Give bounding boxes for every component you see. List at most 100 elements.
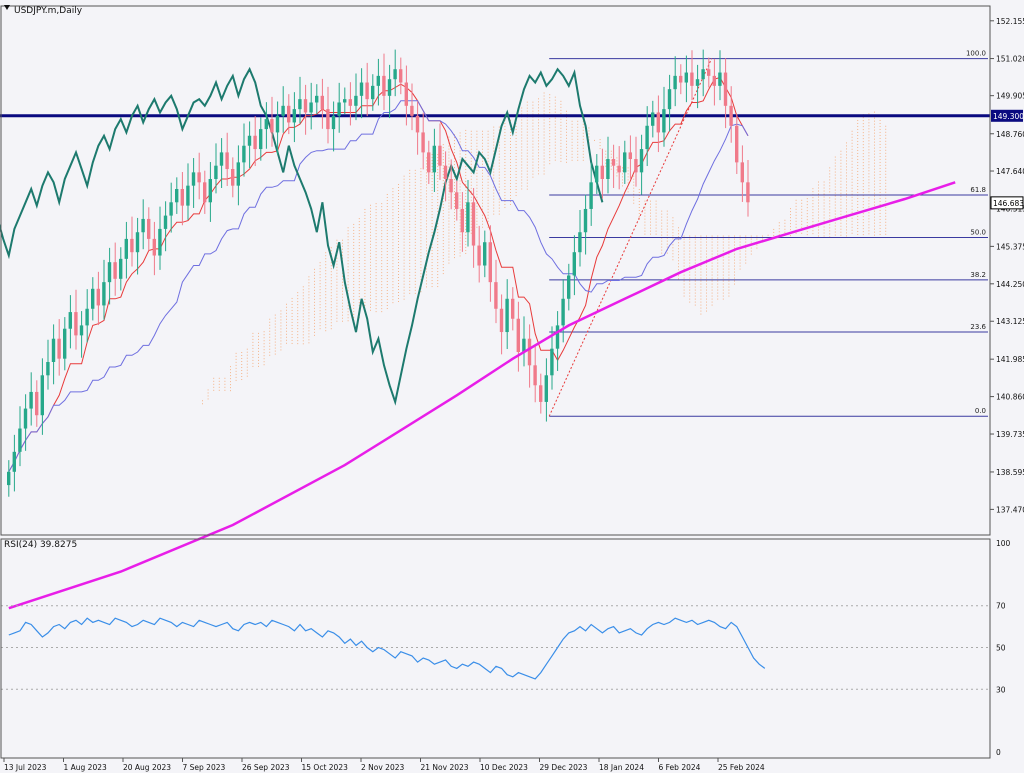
candle-body [382,75,386,96]
cloud-dot [694,253,696,255]
cloud-dot [442,204,444,206]
cloud-dot [868,113,870,115]
cloud-dot [325,306,327,308]
cloud-dot [694,274,696,276]
cloud-dot [398,249,399,251]
cloud-dot [767,234,769,236]
cloud-dot [829,227,831,229]
cloud-dot [420,228,422,230]
cloud-dot [510,170,511,172]
cloud-dot [470,172,472,174]
cloud-dot [655,206,657,208]
cloud-dot [442,213,444,215]
cloud-dot [638,206,640,208]
candle-body [275,115,280,133]
cloud-dot [482,142,483,144]
candle-body [723,72,728,106]
cloud-dot [655,230,657,232]
cloud-dot [834,231,836,233]
cloud-dot [420,177,422,179]
cloud-dot [510,167,511,169]
cloud-dot [325,324,327,326]
cloud-dot [874,165,875,167]
cloud-dot [694,292,696,294]
cloud-dot [493,192,495,194]
cloud-dot [487,199,489,201]
cloud-dot [470,151,472,153]
cloud-dot [470,199,472,201]
cloud-dot [252,335,254,337]
cloud-dot [834,201,836,203]
cloud-dot [442,144,444,146]
cloud-dot [252,341,254,343]
cloud-dot [638,197,640,199]
cloud-dot [773,234,775,236]
cloud-dot [515,155,517,157]
cloud-dot [392,254,394,256]
cloud-dot [308,300,310,302]
cloud-dot [258,332,259,334]
cloud-dot [420,210,422,212]
cloud-dot [336,296,338,298]
cloud-dot [812,215,814,217]
cloud-dot [381,206,383,208]
cloud-dot [650,218,651,220]
cloud-dot [459,135,461,137]
cloud-dot [302,298,304,300]
cloud-dot [711,283,713,285]
candle-body [247,135,252,146]
cloud-dot [862,132,864,134]
candle-body [315,95,319,103]
cloud-dot [851,190,853,192]
cloud-dot [218,389,220,391]
cloud-dot [879,176,881,178]
cloud-dot [414,217,416,219]
cloud-dot [622,185,623,187]
cloud-dot [851,226,853,228]
cloud-dot [538,98,539,100]
cloud-dot [717,277,719,279]
cloud-dot [482,193,483,195]
cloud-dot [426,172,427,174]
cloud-dot [398,300,399,302]
cloud-dot [297,316,299,318]
cloud-dot [330,316,332,318]
cloud-dot [375,299,377,301]
fib-level-label: 61.8 [970,186,986,194]
cloud-dot [403,193,405,195]
cloud-dot [728,283,730,285]
cloud-dot [431,259,433,261]
y-tick-label: 152.155 [996,17,1024,26]
cloud-dot [510,146,511,148]
cloud-dot [661,225,663,227]
candle-body [163,215,168,229]
cloud-dot [874,132,875,134]
cloud-dot [846,208,847,210]
cloud-dot [448,214,450,216]
cloud-dot [829,236,831,238]
cloud-dot [353,232,355,234]
cloud-dot [353,304,355,306]
cloud-dot [560,121,562,123]
cloud-dot [700,283,702,285]
cloud-dot [353,283,355,285]
cloud-dot [482,148,483,150]
cloud-dot [336,278,338,280]
cloud-dot [879,134,881,136]
cloud-dot [683,295,685,297]
cloud-dot [773,231,775,233]
cloud-dot [252,338,254,340]
cloud-dot [442,237,444,239]
collapse-triangle-icon[interactable] [4,5,10,10]
cloud-dot [582,150,584,152]
cloud-dot [874,117,875,119]
cloud-dot [493,144,495,146]
cloud-dot [498,141,500,143]
cloud-dot [504,161,506,163]
cloud-dot [431,181,433,183]
cloud-dot [851,145,853,147]
cloud-dot [459,153,461,155]
cloud-dot [414,268,416,270]
